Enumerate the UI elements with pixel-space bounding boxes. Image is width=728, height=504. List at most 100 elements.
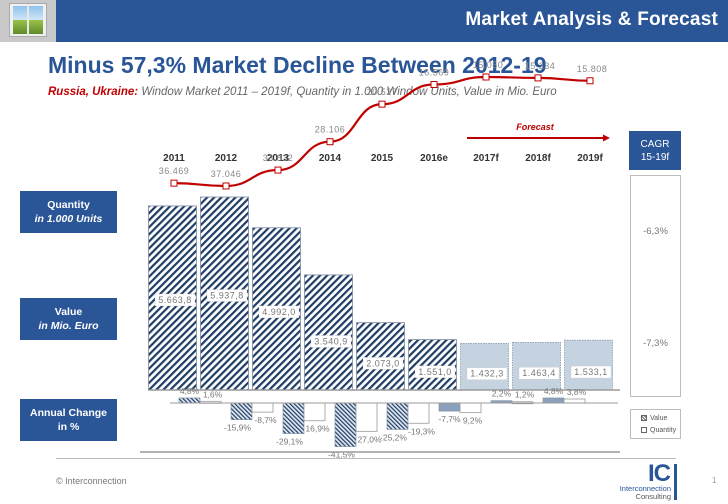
legend-label-value: Value	[650, 415, 668, 422]
quantity-point	[378, 100, 386, 108]
change-label: Annual Change	[29, 407, 107, 419]
change-label-value: -15,9%	[224, 423, 251, 433]
quantity-line	[173, 75, 591, 188]
quantity-label: 15.234	[525, 61, 556, 71]
value-label: 1.533,1	[574, 367, 608, 377]
legend-swatch-quantity	[641, 427, 647, 434]
change-label-quantity: 1,2%	[515, 390, 535, 400]
subtitle: Russia, Ukraine: Window Market 2011 – 20…	[48, 86, 557, 98]
change-unit: in %	[57, 421, 80, 433]
change-label-value: -41,5%	[328, 450, 355, 460]
change-label-value: 4,8%	[544, 386, 564, 396]
logo-line1: Interconnection	[619, 484, 671, 493]
value-label-bg	[570, 365, 612, 379]
value-label: 1.432,3	[470, 369, 504, 379]
cagr-header-line2: 15-19f	[640, 151, 670, 163]
change-label-value: 4,8%	[180, 386, 200, 396]
year-label: 2011	[163, 153, 185, 164]
legend-item-value: Value	[641, 413, 680, 425]
quantity-point	[326, 138, 334, 146]
year-label: 2014	[319, 153, 342, 164]
value-label-bg	[310, 335, 352, 348]
copyright: © Interconnection	[56, 476, 127, 486]
quantity-label: Quantity	[47, 199, 90, 211]
quantity-point	[170, 179, 178, 187]
value-bar	[408, 339, 457, 391]
value-label-bg	[414, 365, 456, 379]
value-label: 1.463,4	[522, 368, 556, 378]
value-label-bg	[466, 367, 508, 380]
change-bar-value	[438, 402, 461, 412]
change-bar-value	[230, 402, 253, 420]
legend-swatch-value	[641, 415, 647, 422]
change-label-quantity: 9,2%	[463, 416, 483, 426]
change-label-value: -7,7%	[438, 414, 461, 424]
subtitle-region: Russia, Ukraine:	[48, 86, 139, 98]
quantity-label: 16.569	[419, 68, 450, 78]
legend-label-quantity: Quantity	[650, 427, 677, 434]
value-label-bg	[154, 293, 196, 307]
page-title: Minus 57,3% Market Decline Between 2012-…	[48, 52, 547, 78]
quantity-label: 36.469	[159, 166, 190, 176]
cagr-box: -6,3% -7,3%	[630, 175, 681, 397]
logo-mark: IC	[648, 460, 671, 487]
change-bar-value	[282, 402, 305, 434]
company-logo: IC Interconnection Consulting	[605, 460, 680, 501]
forecast-label: Forecast	[516, 122, 555, 132]
year-label: 2018f	[525, 153, 551, 164]
change-label-quantity: 27,0%	[357, 434, 382, 444]
year-label: 2016e	[420, 153, 448, 164]
change-label-quantity: 16,9%	[305, 424, 330, 434]
change-label-value: -29,1%	[276, 437, 303, 447]
value-bar	[356, 322, 405, 391]
change-label-value: 2,2%	[492, 389, 512, 399]
year-label: 2019f	[577, 153, 603, 164]
value-label-bg	[206, 289, 248, 302]
change-bar-value	[386, 402, 409, 430]
cagr-header: CAGR 15-19f	[629, 131, 681, 170]
section-title: Market Analysis & Forecast	[465, 9, 718, 30]
quantity-point	[274, 166, 282, 174]
change-bar-quantity	[303, 402, 326, 422]
value-label: 4.992,0	[262, 307, 296, 317]
subtitle-text: Window Market 2011 – 2019f, Quantity in …	[138, 86, 557, 98]
cagr-quantity: -6,3%	[643, 226, 668, 237]
cagr-header-line1: CAGR	[640, 138, 670, 150]
value-bar	[564, 339, 613, 391]
value-label-bg	[518, 366, 560, 380]
quantity-point	[430, 81, 438, 89]
quantity-label: 37.046	[211, 169, 242, 179]
quantity-point	[482, 73, 490, 81]
legend: Value Quantity	[630, 409, 681, 439]
change-bar-quantity	[355, 402, 378, 432]
change-bar-value	[178, 397, 201, 404]
change-bar-quantity	[251, 402, 274, 413]
logo-line2: Consulting	[635, 492, 671, 501]
page-number: 1	[712, 476, 717, 485]
header-bar: Market Analysis & Forecast	[0, 0, 728, 42]
value-label-box: Value in Mio. Euro	[20, 298, 117, 340]
value-label: Value	[54, 306, 83, 318]
year-label: 2013	[267, 153, 290, 164]
value-bar	[304, 274, 353, 391]
change-label-box: Annual Change in %	[20, 399, 117, 441]
window-logo-icon	[0, 0, 56, 42]
value-bar	[460, 343, 509, 391]
change-label-quantity: 3,8%	[567, 387, 587, 397]
value-label-bg	[362, 357, 404, 370]
change-bar-value	[334, 402, 357, 447]
value-label: 5.937,8	[210, 291, 244, 301]
change-label-quantity: -8,7%	[254, 415, 277, 425]
year-label: 2015	[371, 153, 394, 164]
value-unit: in Mio. Euro	[38, 320, 99, 332]
quantity-label: 20.527	[367, 87, 398, 97]
change-label-value: -25,2%	[380, 432, 407, 442]
quantity-point	[586, 77, 594, 85]
forecast-arrow-head	[603, 134, 610, 142]
footer-divider	[56, 458, 676, 459]
value-label: 3.540,9	[314, 336, 348, 346]
year-label: 2017f	[473, 153, 499, 164]
quantity-point	[534, 74, 542, 82]
value-label: 1.551,0	[418, 367, 452, 377]
